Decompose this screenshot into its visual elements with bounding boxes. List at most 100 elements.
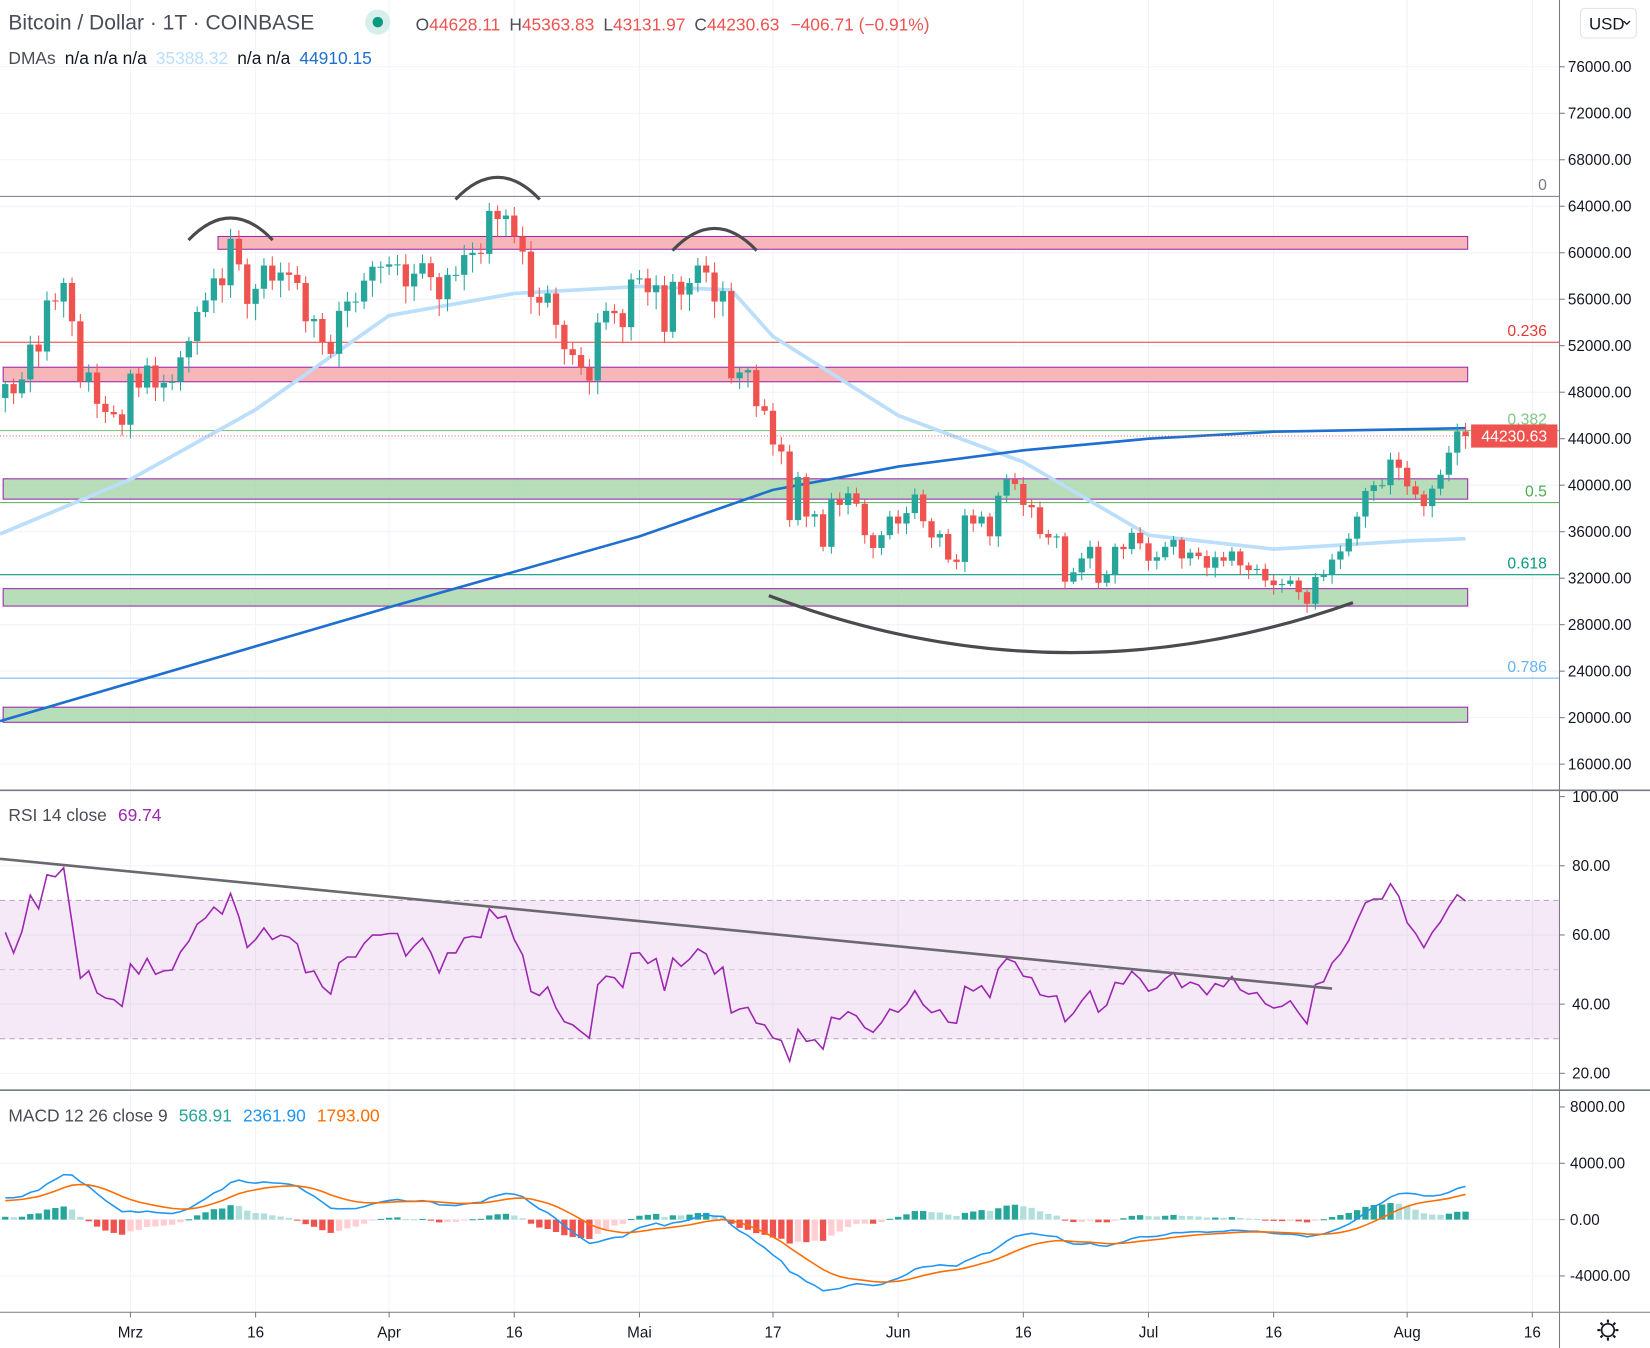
macd-histogram-bar [1270, 1219, 1277, 1221]
candle-body [1429, 488, 1436, 507]
macd-histogram-bar [519, 1218, 526, 1220]
symbol-legend[interactable]: Bitcoin / Dollar · 1T · COINBASE O44628.… [8, 9, 930, 35]
candle [452, 266, 460, 282]
candle [252, 283, 259, 321]
candle-body [636, 278, 643, 280]
candle [43, 291, 51, 361]
candle-body [1203, 556, 1211, 568]
candle-body [477, 252, 485, 254]
candle [869, 532, 877, 559]
candle-body [1362, 491, 1369, 517]
candle-body [1387, 459, 1394, 486]
candle-body [452, 274, 460, 276]
macd-histogram-bar [594, 1219, 601, 1234]
candle [269, 256, 276, 290]
candle [194, 306, 201, 355]
macd-histogram-bar [93, 1219, 101, 1227]
candle [1303, 589, 1311, 613]
macd-histogram-bar [678, 1215, 685, 1220]
macd-legend[interactable]: MACD 12 26 close 9 568.91 2361.90 1793.0… [8, 1106, 379, 1126]
price-axis-label: 20000.00 [1568, 710, 1632, 727]
candle [1061, 532, 1069, 590]
candle-body [1462, 431, 1469, 437]
macd-histogram-bar [786, 1219, 793, 1244]
candle [1203, 550, 1211, 577]
fib-level-label: 0.382 [1507, 411, 1546, 428]
macd-histogram-bar [60, 1206, 67, 1220]
rsi-legend[interactable]: RSI 14 close 69.74 [8, 805, 161, 825]
dma-legend[interactable]: DMAs n/a n/a n/a 35388.32 n/a n/a 44910.… [8, 48, 371, 68]
shoulder-arc[interactable] [187, 216, 274, 242]
time-axis[interactable]: Mrz 16 Apr 16 Mai 17 Jun 16 Jul 16 Aug 16 [118, 1312, 1541, 1341]
candle [945, 529, 952, 563]
dma-50-value: 35388.32 [156, 48, 228, 68]
macd-histogram-bar [177, 1219, 184, 1223]
candle-body [444, 274, 451, 300]
candle [1362, 487, 1369, 528]
time-axis-label: Apr [377, 1324, 401, 1341]
candle [536, 287, 543, 316]
time-axis-label: 16 [506, 1324, 523, 1341]
market-open-dot [372, 16, 384, 28]
open-value: 44628.11 [429, 15, 500, 35]
macd-histogram-bar [43, 1209, 51, 1220]
candle-body [561, 324, 568, 350]
head-arc[interactable] [454, 175, 541, 201]
candle-body [711, 272, 718, 302]
price-axis-label: 64000.00 [1568, 199, 1632, 216]
candle [611, 304, 618, 324]
macd-histogram-bar [1195, 1216, 1202, 1220]
candle [294, 266, 301, 290]
candle [410, 263, 418, 301]
candle-body [143, 365, 151, 388]
macd-histogram-bar [185, 1219, 193, 1221]
macd-histogram-bar [1020, 1206, 1027, 1220]
macd-histogram-bar [769, 1219, 777, 1238]
cup-arc[interactable] [768, 594, 1354, 655]
currency-button[interactable]: USD [1580, 7, 1637, 39]
candle [936, 530, 944, 547]
time-axis-label: Mai [627, 1324, 652, 1341]
pattern-drawings[interactable] [187, 175, 1354, 655]
candle-body [219, 278, 226, 286]
shoulder-arc[interactable] [671, 227, 758, 252]
price-axis[interactable]: 76000.00 72000.00 68000.00 64000.00 60000.00… [1559, 59, 1632, 1285]
change-value: −406.71 (−0.91%) [791, 15, 930, 35]
candle [1103, 570, 1110, 587]
candle [118, 409, 126, 436]
candle-body [1145, 543, 1152, 561]
fib-level-label: 0.786 [1507, 659, 1547, 676]
macd-histogram-bar [1303, 1219, 1311, 1223]
candle-body [569, 349, 576, 356]
macd-histogram-bar [761, 1219, 768, 1235]
candle-body [486, 210, 493, 254]
macd-histogram-bar [360, 1219, 368, 1224]
candle [970, 509, 977, 532]
macd-histogram-bar [10, 1217, 17, 1220]
macd-histogram-bar [377, 1218, 384, 1220]
macd-histogram-bar [1111, 1219, 1119, 1221]
candle [1328, 553, 1336, 584]
macd-histogram-bar [928, 1212, 935, 1220]
rsi-trendline[interactable] [0, 857, 1333, 990]
candle-body [803, 477, 810, 517]
macd-histogram-bar [1128, 1215, 1135, 1220]
candle [102, 395, 109, 424]
candle-body [1353, 516, 1361, 539]
gear-icon[interactable] [1597, 1319, 1619, 1341]
candle-body [244, 264, 251, 304]
candle-body [344, 301, 351, 311]
dma-label: DMAs [8, 48, 56, 68]
candle-body [369, 266, 376, 281]
candle [1312, 573, 1319, 610]
candle [260, 258, 268, 299]
fibonacci-retracement[interactable]: 0 0.236 0.382 0.5 0.618 0.786 [0, 177, 1560, 679]
candle [319, 313, 326, 355]
macd-histogram-bar [1061, 1219, 1069, 1221]
candle-body [920, 494, 927, 522]
svg-text:O44628.11 H45363.83: O44628.11 H45363.83 L43131.97 C44230.63 … [416, 15, 930, 35]
macd-histogram-bar [427, 1219, 434, 1221]
candle-body [853, 493, 860, 504]
candle [1370, 481, 1377, 502]
